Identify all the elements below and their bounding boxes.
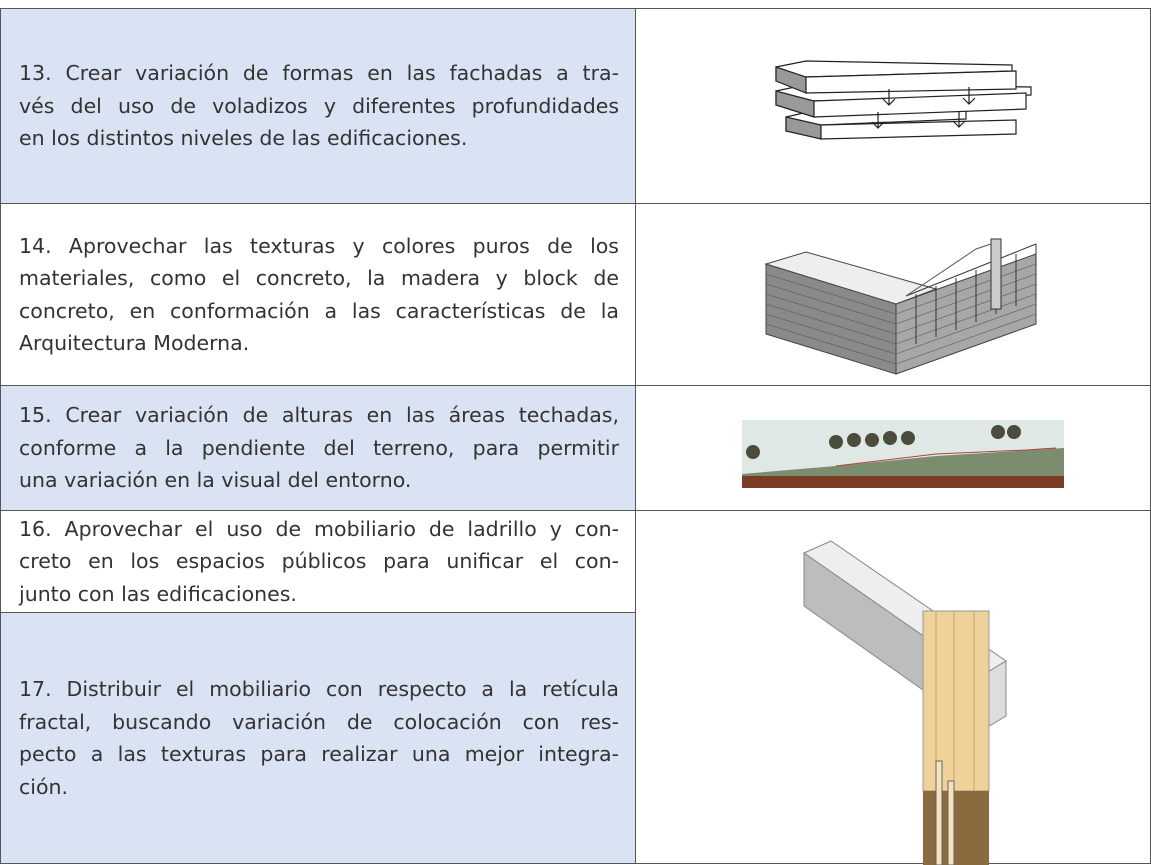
bench-illustration	[802, 540, 1007, 865]
image-cell	[635, 385, 1151, 511]
text-line: ción.	[19, 774, 69, 799]
text-line: creto en los espacios públicos para unif…	[19, 549, 619, 574]
text-line: Arquitectura Moderna.	[19, 331, 250, 355]
slabs-illustration	[775, 60, 1032, 140]
image-cell	[635, 8, 1151, 204]
text-line: conforme a la pendiente del terreno, par…	[19, 435, 619, 460]
row-text: 13. Crear variación de formas en las fac…	[0, 8, 636, 204]
wall-illustration	[764, 238, 1037, 375]
text-line: en los distintos niveles de las edificac…	[19, 126, 468, 151]
image-cell	[635, 510, 1151, 865]
text-line: vés del uso de voladizos y diferentes pr…	[19, 93, 619, 118]
row-text: 16. Aprovechar el uso de mobiliario de l…	[0, 510, 636, 613]
text-line: pecto a las texturas para realizar una m…	[19, 742, 619, 766]
landscape-illustration	[742, 420, 1064, 488]
text-line: materiales, como el concreto, la madera …	[19, 266, 619, 290]
text-line: 16. Aprovechar el uso de mobiliario de l…	[19, 516, 619, 541]
text-line: junto con las edificaciones.	[19, 581, 297, 606]
text-line: una variación en la visual del entorno.	[19, 468, 412, 493]
row-text: 15. Crear variación de alturas en las ár…	[0, 385, 636, 511]
text-line: 17. Distribuir el mobiliario con respect…	[19, 677, 619, 701]
text-line: 13. Crear variación de formas en las fac…	[19, 61, 619, 86]
image-cell	[635, 203, 1151, 386]
row-text: 17. Distribuir el mobiliario con respect…	[0, 612, 636, 864]
row-text: 14. Aprovechar las texturas y colores pu…	[0, 203, 636, 386]
text-line: 15. Crear variación de alturas en las ár…	[19, 403, 619, 428]
text-line: 14. Aprovechar las texturas y colores pu…	[19, 233, 619, 258]
text-line: concreto, en conformación a las caracter…	[19, 298, 619, 323]
text-line: fractal, buscando variación de colocació…	[19, 709, 619, 734]
